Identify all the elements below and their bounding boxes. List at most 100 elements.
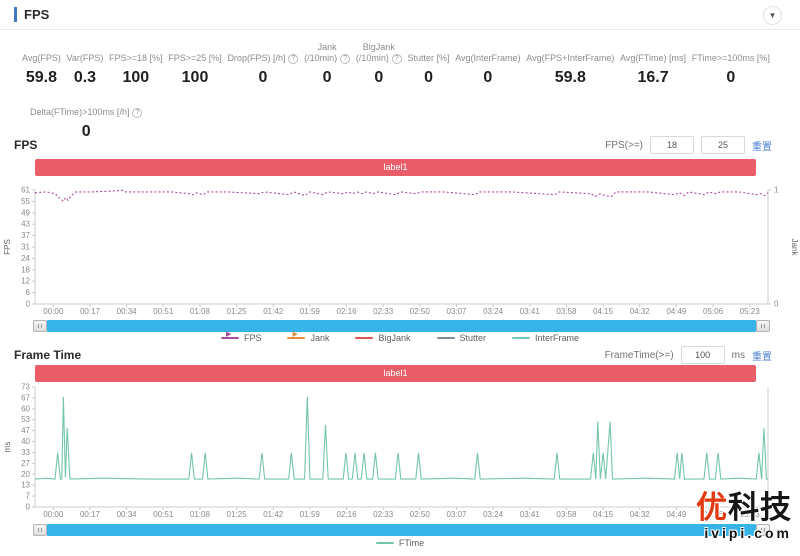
svg-text:03:58: 03:58 <box>556 510 577 519</box>
svg-text:7: 7 <box>26 492 31 501</box>
svg-text:02:50: 02:50 <box>410 510 431 519</box>
svg-text:03:41: 03:41 <box>520 510 541 519</box>
svg-text:55: 55 <box>21 197 30 206</box>
legend-item-interframe[interactable]: InterFrame <box>512 333 579 343</box>
fps-reset-button[interactable]: 重置 <box>752 141 772 153</box>
svg-text:05:06: 05:06 <box>703 510 724 519</box>
stat-ftime-ge-100ms: FTime>=100ms [%] 0 <box>691 53 770 86</box>
svg-text:Jank: Jank <box>790 239 799 257</box>
svg-text:0: 0 <box>26 503 31 512</box>
ftime-chart-legend: FTime <box>0 538 800 548</box>
svg-text:20: 20 <box>21 470 30 479</box>
svg-text:00:51: 00:51 <box>153 510 174 519</box>
svg-text:02:33: 02:33 <box>373 307 394 316</box>
svg-text:37: 37 <box>21 231 30 240</box>
stat-stutter: Stutter [%] 0 <box>407 53 450 86</box>
fps-threshold-label: FPS(>=) <box>605 139 643 151</box>
scrollbar-right-handle[interactable] <box>756 320 770 332</box>
svg-text:04:32: 04:32 <box>630 510 651 519</box>
svg-text:05:06: 05:06 <box>703 307 724 316</box>
legend-item-bigjank[interactable]: BigJank <box>355 333 411 343</box>
collapse-panel-button[interactable]: ▼ <box>763 6 782 25</box>
stat-avg-interframe: Avg(InterFrame) 0 <box>455 53 521 86</box>
fps-threshold-input-1[interactable] <box>650 136 694 154</box>
fps-threshold-input-2[interactable] <box>701 136 745 154</box>
svg-text:03:41: 03:41 <box>520 307 541 316</box>
fps-chart-label-banner: label1 <box>35 159 756 176</box>
svg-text:60: 60 <box>21 404 30 413</box>
stat-avg-fps: Avg(FPS) 59.8 <box>22 53 61 86</box>
help-icon[interactable]: ? <box>288 53 299 64</box>
chevron-down-icon: ▼ <box>768 11 777 20</box>
fps-line-chart: 0 6 12 18 24 31 37 43 49 55 61 FPS 0 1 Jank 00:00 00:17 0… <box>3 186 799 317</box>
fps-filter-controls: FPS(>=) 重置 <box>605 136 772 154</box>
svg-text:04:15: 04:15 <box>593 307 614 316</box>
svg-text:00:17: 00:17 <box>80 307 101 316</box>
ftime-unit-label: ms <box>731 349 745 361</box>
stat-bigjank: BigJank (/10min)? 0 <box>356 40 402 87</box>
svg-text:03:07: 03:07 <box>446 307 467 316</box>
arrow-icon: ▶ <box>292 331 298 338</box>
svg-text:18: 18 <box>21 265 30 274</box>
svg-text:02:16: 02:16 <box>337 307 358 316</box>
svg-text:43: 43 <box>21 220 30 229</box>
panel-title: FPS <box>14 7 49 22</box>
svg-text:02:33: 02:33 <box>373 510 394 519</box>
interframe-series-marker <box>512 337 531 339</box>
svg-text:27: 27 <box>21 459 30 468</box>
svg-text:53: 53 <box>21 415 30 424</box>
ftime-series-marker <box>375 542 394 544</box>
fps-section-header: FPS FPS(>=) 重置 <box>0 136 800 156</box>
svg-text:ms: ms <box>3 442 12 453</box>
svg-text:03:24: 03:24 <box>483 307 504 316</box>
fps-chart-title: FPS <box>14 138 38 152</box>
panel-header: FPS ▼ <box>0 0 800 30</box>
svg-text:33: 33 <box>21 448 30 457</box>
help-icon[interactable]: ? <box>340 53 351 64</box>
svg-text:6: 6 <box>26 288 31 297</box>
svg-text:FPS: FPS <box>3 239 12 255</box>
arrow-icon: ▶ <box>225 331 232 338</box>
scrollbar-left-handle[interactable] <box>33 524 47 536</box>
ftime-chart-zoom-scrollbar[interactable] <box>33 524 770 536</box>
svg-text:13: 13 <box>21 481 30 490</box>
svg-text:01:25: 01:25 <box>227 510 248 519</box>
stat-fps-ge-18: FPS>=18 [%] 100 <box>109 53 163 86</box>
fps-chart-legend: ▶ FPS ▶ Jank BigJank Stutter <box>0 331 800 343</box>
scrollbar-right-handle[interactable] <box>756 524 770 536</box>
legend-item-ftime[interactable]: FTime <box>375 538 424 548</box>
svg-text:03:07: 03:07 <box>446 510 467 519</box>
svg-text:0: 0 <box>774 300 779 309</box>
svg-text:00:51: 00:51 <box>153 307 174 316</box>
help-icon[interactable]: ? <box>132 107 143 118</box>
svg-text:05:23: 05:23 <box>740 307 761 316</box>
stat-var-fps: Var(FPS) 0.3 <box>66 53 104 86</box>
scrollbar-track[interactable] <box>47 320 756 332</box>
svg-text:04:32: 04:32 <box>630 307 651 316</box>
ftime-filter-controls: FrameTime(>=) ms 重置 <box>605 346 772 364</box>
svg-text:01:25: 01:25 <box>227 307 248 316</box>
legend-item-fps[interactable]: ▶ FPS <box>220 331 261 343</box>
ftime-threshold-input[interactable] <box>680 346 725 364</box>
legend-item-stutter[interactable]: Stutter <box>436 333 486 343</box>
svg-text:04:49: 04:49 <box>666 307 687 316</box>
ftime-chart-title: Frame Time <box>14 348 82 362</box>
svg-text:47: 47 <box>21 426 30 435</box>
scrollbar-left-handle[interactable] <box>33 320 47 332</box>
svg-text:31: 31 <box>21 243 30 252</box>
legend-item-jank[interactable]: ▶ Jank <box>287 331 329 343</box>
svg-text:00:17: 00:17 <box>80 510 101 519</box>
help-icon[interactable]: ? <box>391 53 402 64</box>
scrollbar-track[interactable] <box>47 524 756 536</box>
fps-chart: 0 6 12 18 24 31 37 43 49 55 61 FPS 0 1 Jank 00:00 00:17 0… <box>0 178 800 320</box>
fps-chart-zoom-scrollbar[interactable] <box>33 320 770 332</box>
svg-text:24: 24 <box>21 254 30 263</box>
svg-text:1: 1 <box>774 186 779 195</box>
svg-text:01:42: 01:42 <box>263 510 284 519</box>
svg-text:01:08: 01:08 <box>190 307 211 316</box>
ftime-reset-button[interactable]: 重置 <box>752 351 772 363</box>
svg-text:01:42: 01:42 <box>263 307 284 316</box>
svg-text:04:15: 04:15 <box>593 510 614 519</box>
